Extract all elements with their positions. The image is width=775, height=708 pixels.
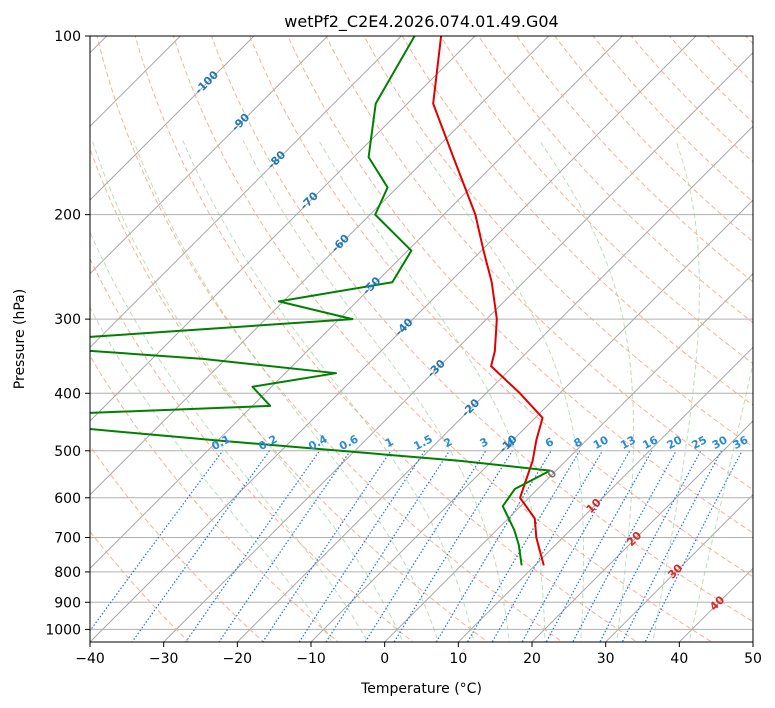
dry-adiabat-line [516,36,753,283]
y-tick-label: 800 [54,565,81,581]
y-tick-label: 1000 [45,622,81,638]
x-tick-label: 10 [449,651,467,667]
moist-adiabat-line [91,140,404,642]
isotherm-line [162,51,753,642]
y-tick-label: 100 [54,29,81,45]
x-tick-label: −10 [296,651,326,667]
isotherm-line [90,36,182,128]
axis-layer: −40 −30 −20 −10 0 10 20 30 40 50 100 200 300 400 500 60… [45,29,762,667]
x-tick-label: 0 [380,651,389,667]
x-tick-label: 50 [744,651,762,667]
plot-frame [89,35,754,643]
chart-title: wetPf2_C2E4.2026.074.01.49.G04 [284,12,558,32]
mixing-ratio-label: 36 [731,433,751,452]
grid-layer [90,36,753,642]
x-tick-label: 40 [670,651,688,667]
mixing-ratio-line [545,450,653,642]
y-tick-label: 500 [54,444,81,460]
dry-adiabat-line [210,36,753,623]
x-tick-label: −30 [149,651,179,667]
isotherm-line [457,346,753,642]
moist-adiabat-line [318,140,546,642]
moist-adiabat-line [652,140,700,642]
y-axis-label: Pressure (hPa) [12,289,28,389]
mixing-ratio-line [218,450,351,642]
series-layer [90,36,552,566]
x-axis-label: Temperature (°C) [360,681,482,697]
dry-adiabat-line [401,36,753,406]
mixing-ratio-line [325,450,451,642]
dry-adiabat-line [249,36,753,578]
plot-area [90,36,753,642]
x-tick-label: −20 [223,651,253,667]
y-tick-label: 400 [54,386,81,402]
y-tick-label: 600 [54,491,81,507]
mixing-ratio-label: 16 [640,433,660,452]
isotherm-line [531,420,753,642]
mixing-ratio-label: 20 [665,433,685,452]
isotherm-line [90,36,255,201]
mixing-ratio-line [621,450,722,642]
moist-adiabat-line [90,306,333,642]
mixing-ratio-line [262,450,392,642]
moist-adiabat-line [539,140,635,642]
isotherm-line [90,36,329,275]
moist-adiabat-line [415,140,585,642]
dry-adiabat-line [172,36,713,642]
mixing-ratio-line [364,450,487,642]
y-tick-label: 700 [54,531,81,547]
dewpoint-profile-line [90,36,552,566]
isotherm-line [90,36,697,642]
x-tick-label: 20 [523,651,541,667]
isotherm-line [90,36,403,349]
dry-adiabat-line [478,36,753,324]
x-tick-label: 30 [597,651,615,667]
moist-adiabat-line [688,360,753,642]
isotherm-line [604,493,753,642]
dry-adiabat-line [287,36,753,534]
y-tick-label: 200 [54,208,81,224]
isotherm-line [383,272,753,642]
dry-adiabat-line [96,36,564,642]
dry-adiabat-line [90,530,190,642]
mixing-ratio-line [521,450,631,642]
mixing-ratio-label: 25 [689,433,709,452]
moist-adiabat-line [182,140,475,642]
x-tick-label: −40 [75,651,105,667]
temperature-profile-line [432,36,545,566]
dry-adiabat-line [134,36,638,642]
y-tick-label: 900 [54,595,81,611]
mixing-ratio-line [644,450,743,642]
y-tick-label: 300 [54,312,81,328]
isotherm-line [310,199,753,642]
moist-adiabat-line [90,230,369,642]
isotherm-line [90,36,476,422]
moist-adiabat-line [133,140,439,642]
isotherm-line [90,36,550,496]
moist-adiabat-line [242,140,510,642]
dry-adiabat-line [325,36,753,491]
mixing-ratio-label: 13 [618,433,638,452]
dry-adiabat-line [630,36,753,163]
mixing-ratio-label: 30 [710,433,730,452]
mixing-ratio-line [491,450,603,642]
mixing-ratio-line [90,450,224,632]
mixing-ratio-line [185,450,321,642]
dry-adiabat-line [592,36,753,203]
mixing-ratio-line [393,450,513,642]
mixing-ratio-label: 10 [591,433,611,452]
mixing-ratio-line [466,450,581,642]
isotherm-line [236,125,753,642]
mixing-ratio-line [435,450,552,642]
